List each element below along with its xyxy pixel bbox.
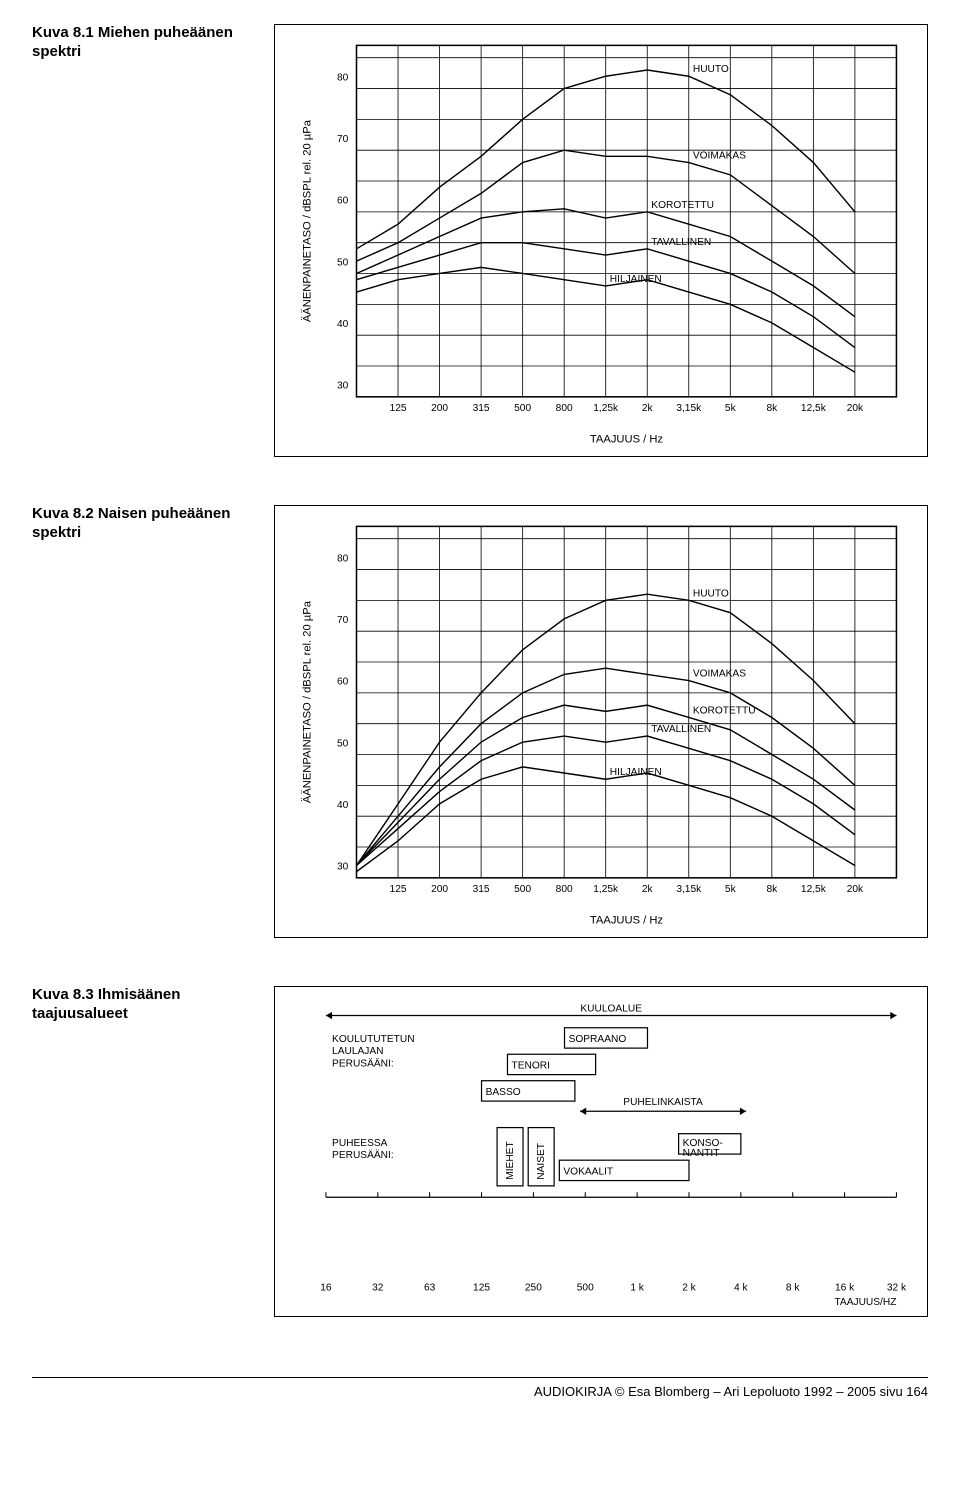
svg-text:TAAJUUS / Hz: TAAJUUS / Hz — [590, 915, 664, 927]
svg-text:50: 50 — [337, 257, 349, 268]
svg-text:HILJAINEN: HILJAINEN — [610, 274, 662, 285]
svg-text:TAVALLINEN: TAVALLINEN — [651, 237, 711, 248]
svg-text:VOIMAKAS: VOIMAKAS — [693, 150, 746, 161]
figure-1-caption: Kuva 8.1 Miehen puheäänen spektri — [32, 24, 274, 62]
figure-3-chart: 16 32 63 125 250 500 1 k 2 k 4 k 8 k 16 k 32 k TAAJU… — [275, 987, 927, 1313]
svg-text:12,5k: 12,5k — [801, 884, 827, 895]
figure-2-caption: Kuva 8.2 Naisen puheäänen spektri — [32, 505, 274, 543]
figure-3-row: Kuva 8.3 Ihmisäänen taajuusalueet 16 32 63… — [32, 986, 928, 1317]
svg-text:70: 70 — [337, 615, 349, 626]
svg-text:500: 500 — [514, 403, 531, 414]
svg-text:800: 800 — [556, 403, 573, 414]
svg-text:32 k: 32 k — [887, 1282, 907, 1293]
svg-text:1,25k: 1,25k — [593, 884, 619, 895]
figure-3-caption: Kuva 8.3 Ihmisäänen taajuusalueet — [32, 986, 274, 1024]
svg-text:PERUSÄÄNI:: PERUSÄÄNI: — [332, 1057, 394, 1069]
svg-text:PUHELINKAISTA: PUHELINKAISTA — [623, 1097, 703, 1108]
svg-text:20k: 20k — [847, 403, 864, 414]
svg-text:ÄÄNENPAINETASO / dBSPL rel. 20: ÄÄNENPAINETASO / dBSPL rel. 20 µPa — [302, 600, 314, 803]
svg-text:2k: 2k — [642, 403, 654, 414]
svg-text:2 k: 2 k — [682, 1282, 696, 1293]
svg-text:1 k: 1 k — [630, 1282, 644, 1293]
svg-text:HILJAINEN: HILJAINEN — [610, 767, 662, 778]
svg-text:KUULOALUE: KUULOALUE — [580, 1003, 642, 1014]
svg-text:HUUTO: HUUTO — [693, 588, 729, 599]
svg-text:500: 500 — [514, 884, 531, 895]
figure-2-frame: 30 40 50 60 70 80 125 200 315 500 800 1,25k 2k 3,15k 5… — [274, 505, 928, 938]
svg-text:1,25k: 1,25k — [593, 403, 619, 414]
svg-text:HUUTO: HUUTO — [693, 64, 729, 75]
svg-text:20k: 20k — [847, 884, 864, 895]
figure-1-frame: 30 40 50 60 70 80 125 200 315 500 800 1,25k 2k 3,15k 5… — [274, 24, 928, 457]
svg-text:125: 125 — [390, 403, 407, 414]
svg-text:125: 125 — [473, 1282, 490, 1293]
svg-text:VOKAALIT: VOKAALIT — [563, 1166, 613, 1177]
svg-text:TAVALLINEN: TAVALLINEN — [651, 724, 711, 735]
svg-text:TENORI: TENORI — [512, 1060, 550, 1071]
svg-text:SOPRAANO: SOPRAANO — [569, 1034, 627, 1045]
svg-text:VOIMAKAS: VOIMAKAS — [693, 668, 746, 679]
svg-text:4 k: 4 k — [734, 1282, 748, 1293]
svg-text:40: 40 — [337, 800, 349, 811]
svg-text:80: 80 — [337, 553, 349, 564]
svg-text:70: 70 — [337, 134, 349, 145]
svg-text:KOROTETTU: KOROTETTU — [693, 705, 756, 716]
figure-3-frame: 16 32 63 125 250 500 1 k 2 k 4 k 8 k 16 k 32 k TAAJU… — [274, 986, 928, 1317]
svg-text:NAISET: NAISET — [536, 1143, 547, 1180]
svg-text:PERUSÄÄNI:: PERUSÄÄNI: — [332, 1149, 394, 1161]
svg-text:8k: 8k — [766, 403, 778, 414]
figure-1-chart: 30 40 50 60 70 80 125 200 315 500 800 1,25k 2k 3,15k 5… — [275, 25, 927, 453]
svg-text:2k: 2k — [642, 884, 654, 895]
svg-text:250: 250 — [525, 1282, 542, 1293]
svg-text:800: 800 — [556, 884, 573, 895]
svg-text:500: 500 — [577, 1282, 594, 1293]
svg-text:125: 125 — [390, 884, 407, 895]
figure-2-chart: 30 40 50 60 70 80 125 200 315 500 800 1,25k 2k 3,15k 5… — [275, 506, 927, 934]
svg-text:PUHEESSA: PUHEESSA — [332, 1138, 388, 1149]
svg-text:200: 200 — [431, 884, 448, 895]
figure-2-row: Kuva 8.2 Naisen puheäänen spektri 30 40 50… — [32, 505, 928, 938]
svg-text:40: 40 — [337, 319, 349, 330]
svg-text:5k: 5k — [725, 884, 737, 895]
figure-1-row: Kuva 8.1 Miehen puheäänen spektri 30 40 50… — [32, 24, 928, 457]
page-footer: AUDIOKIRJA © Esa Blomberg – Ari Lepoluot… — [32, 1377, 928, 1399]
svg-text:KOROTETTU: KOROTETTU — [651, 200, 714, 211]
svg-text:60: 60 — [337, 196, 349, 207]
svg-text:NANTIT: NANTIT — [683, 1148, 720, 1159]
svg-text:8k: 8k — [766, 884, 778, 895]
svg-text:32: 32 — [372, 1282, 384, 1293]
svg-text:LAULAJAN: LAULAJAN — [332, 1046, 383, 1057]
svg-text:60: 60 — [337, 676, 349, 687]
svg-text:16 k: 16 k — [835, 1282, 855, 1293]
svg-text:315: 315 — [473, 403, 490, 414]
svg-text:50: 50 — [337, 738, 349, 749]
svg-text:30: 30 — [337, 861, 349, 872]
svg-text:MIEHET: MIEHET — [505, 1141, 516, 1179]
svg-text:200: 200 — [431, 403, 448, 414]
svg-text:5k: 5k — [725, 403, 737, 414]
svg-text:63: 63 — [424, 1282, 436, 1293]
svg-text:8 k: 8 k — [786, 1282, 800, 1293]
svg-text:30: 30 — [337, 381, 349, 392]
svg-text:ÄÄNENPAINETASO / dBSPL rel. 20: ÄÄNENPAINETASO / dBSPL rel. 20 µPa — [302, 119, 314, 322]
svg-text:BASSO: BASSO — [486, 1087, 521, 1098]
svg-text:TAAJUUS / Hz: TAAJUUS / Hz — [590, 434, 664, 446]
svg-text:80: 80 — [337, 72, 349, 83]
svg-text:TAAJUUS/HZ: TAAJUUS/HZ — [834, 1297, 896, 1308]
svg-text:KOULUTUTETUN: KOULUTUTETUN — [332, 1034, 415, 1045]
svg-text:315: 315 — [473, 884, 490, 895]
svg-text:3,15k: 3,15k — [676, 403, 702, 414]
svg-text:12,5k: 12,5k — [801, 403, 827, 414]
svg-text:16: 16 — [320, 1282, 332, 1293]
svg-text:3,15k: 3,15k — [676, 884, 702, 895]
